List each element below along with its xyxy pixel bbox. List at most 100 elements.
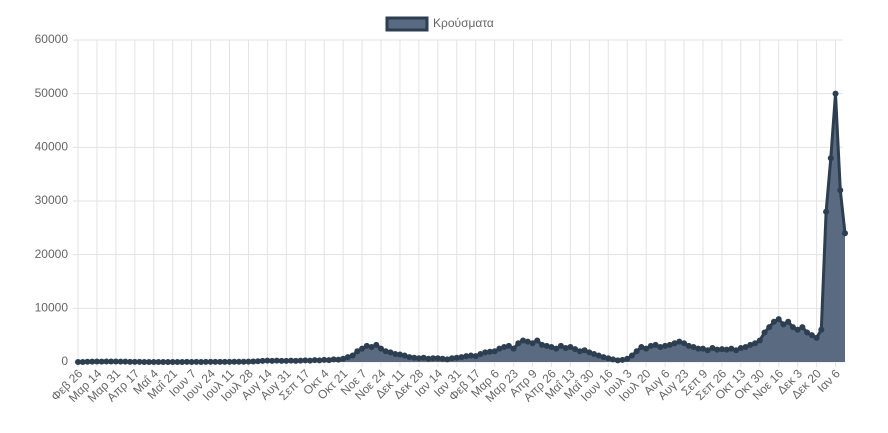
point bbox=[226, 358, 233, 365]
point bbox=[548, 343, 555, 350]
legend-label: Κρούσματα bbox=[433, 16, 494, 30]
point bbox=[84, 358, 91, 365]
point bbox=[141, 358, 148, 365]
point bbox=[638, 343, 645, 350]
point bbox=[127, 358, 134, 365]
point bbox=[212, 358, 219, 365]
point bbox=[382, 348, 389, 355]
point bbox=[733, 347, 740, 354]
point bbox=[595, 352, 602, 359]
x-tick-label: Ιαν 6 bbox=[814, 366, 843, 395]
point bbox=[235, 358, 242, 365]
point bbox=[752, 340, 759, 347]
point bbox=[250, 358, 257, 365]
point bbox=[652, 341, 659, 348]
point bbox=[340, 355, 347, 362]
point bbox=[150, 358, 157, 365]
point bbox=[136, 358, 143, 365]
point bbox=[681, 340, 688, 347]
point bbox=[164, 358, 171, 365]
point bbox=[288, 357, 295, 364]
point bbox=[842, 230, 848, 237]
point bbox=[633, 348, 640, 355]
point bbox=[557, 342, 564, 349]
point bbox=[624, 355, 631, 362]
point bbox=[321, 356, 328, 363]
point bbox=[183, 358, 190, 365]
point bbox=[278, 357, 285, 364]
point bbox=[155, 358, 162, 365]
y-tick-label: 0 bbox=[61, 354, 68, 368]
point bbox=[434, 355, 441, 362]
point bbox=[756, 337, 763, 344]
point bbox=[458, 354, 465, 361]
point bbox=[160, 358, 167, 365]
point bbox=[477, 350, 484, 357]
point bbox=[619, 356, 626, 363]
point bbox=[482, 349, 489, 356]
area bbox=[78, 93, 845, 362]
point bbox=[463, 353, 470, 360]
point bbox=[789, 324, 796, 331]
point bbox=[799, 324, 806, 331]
point bbox=[325, 357, 332, 364]
point bbox=[572, 346, 579, 353]
point bbox=[804, 329, 811, 336]
point bbox=[538, 341, 545, 348]
point bbox=[699, 345, 706, 352]
point bbox=[685, 342, 692, 349]
point bbox=[420, 354, 427, 361]
point bbox=[108, 358, 115, 365]
point bbox=[378, 345, 385, 352]
point bbox=[671, 340, 678, 347]
y-tick-label: 50000 bbox=[35, 86, 69, 100]
point bbox=[813, 334, 820, 341]
point bbox=[591, 350, 598, 357]
point bbox=[690, 343, 697, 350]
point bbox=[818, 326, 825, 333]
point bbox=[780, 321, 787, 328]
point bbox=[501, 343, 508, 350]
point bbox=[174, 358, 181, 365]
point bbox=[643, 345, 650, 352]
point bbox=[302, 357, 309, 364]
point bbox=[515, 340, 522, 347]
point bbox=[259, 357, 266, 364]
point bbox=[567, 343, 574, 350]
point bbox=[472, 353, 479, 360]
point bbox=[737, 345, 744, 352]
point bbox=[221, 358, 228, 365]
point bbox=[273, 357, 280, 364]
point bbox=[430, 355, 437, 362]
point bbox=[292, 357, 299, 364]
line bbox=[77, 93, 847, 364]
point bbox=[415, 355, 422, 362]
point bbox=[112, 358, 119, 365]
point bbox=[202, 358, 209, 365]
point bbox=[406, 354, 413, 361]
point bbox=[453, 354, 460, 361]
point bbox=[330, 356, 337, 363]
point bbox=[254, 358, 261, 365]
point bbox=[770, 318, 777, 325]
point bbox=[98, 358, 105, 365]
point bbox=[647, 342, 654, 349]
point bbox=[207, 358, 214, 365]
point bbox=[562, 345, 569, 352]
point bbox=[728, 345, 735, 352]
y-tick-label: 30000 bbox=[35, 193, 69, 207]
point bbox=[605, 355, 612, 362]
point bbox=[146, 358, 153, 365]
point bbox=[505, 342, 512, 349]
point bbox=[785, 318, 792, 325]
point bbox=[808, 332, 815, 339]
legend-swatch bbox=[385, 16, 429, 32]
point bbox=[368, 343, 375, 350]
point bbox=[245, 358, 252, 365]
point bbox=[392, 350, 399, 357]
point bbox=[396, 351, 403, 358]
point bbox=[510, 345, 517, 352]
y-tick-label: 60000 bbox=[35, 32, 69, 46]
point bbox=[695, 345, 702, 352]
y-tick-label: 20000 bbox=[35, 247, 69, 261]
